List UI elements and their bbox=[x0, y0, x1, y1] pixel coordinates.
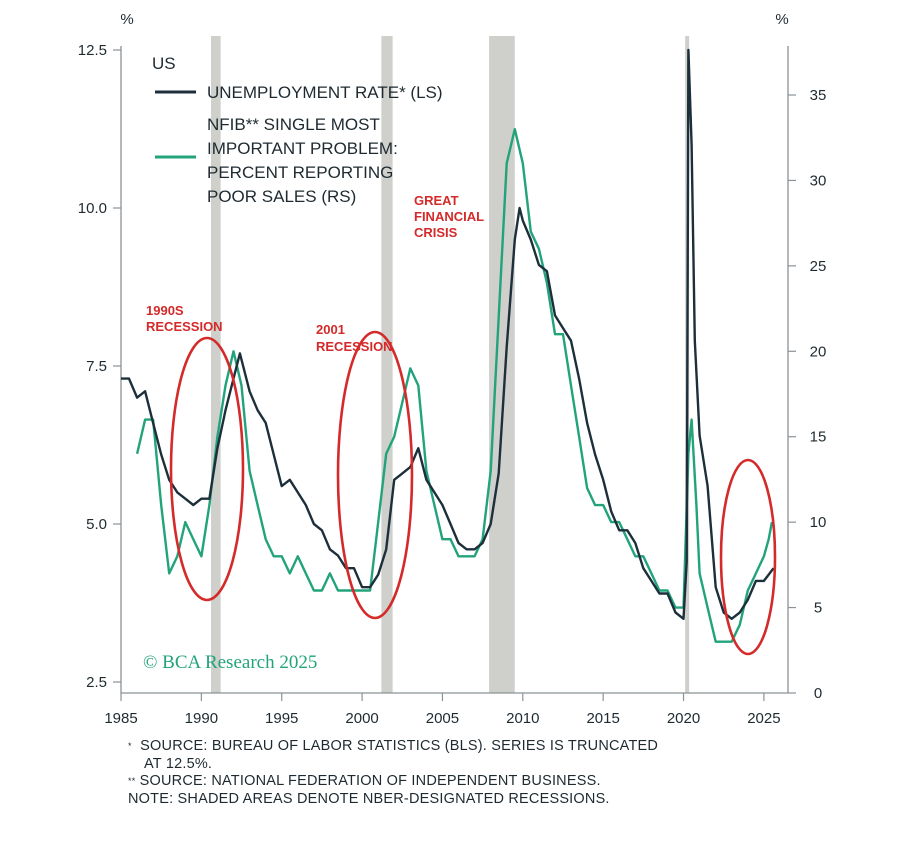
highlight-ellipse-1990s bbox=[169, 336, 245, 602]
x-tick-label-2010: 2010 bbox=[506, 710, 539, 727]
highlight-ellipse-2001 bbox=[336, 330, 414, 620]
y-right-tick-label: 15 bbox=[810, 429, 827, 446]
legend: US UNEMPLOYMENT RATE* (LS) NFIB** SINGLE… bbox=[152, 54, 443, 206]
tick-labels: 1985 1990 1995 2000 2005 2010 2015 2020 20252.55… bbox=[78, 42, 827, 727]
recession-band-2 bbox=[489, 36, 515, 693]
annotation-gfc-line2: FINANCIAL bbox=[414, 209, 484, 224]
footnotes: * SOURCE: BUREAU OF LABOR STATISTICS (BL… bbox=[128, 738, 828, 808]
left-unit-label: % bbox=[120, 11, 133, 28]
x-tick-label-2025: 2025 bbox=[747, 710, 780, 727]
footnote-line3-text: SOURCE: NATIONAL FEDERATION OF INDEPENDE… bbox=[139, 773, 601, 789]
annotation-great-financial-crisis: GREAT FINANCIAL CRISIS bbox=[414, 193, 487, 240]
annotation-2001-line1: 2001 bbox=[316, 322, 345, 337]
legend-label-nfib-line4: POOR SALES (RS) bbox=[207, 187, 356, 206]
axes: % % bbox=[120, 11, 789, 694]
footnote-source-nfib: ** SOURCE: NATIONAL FEDERATION OF INDEPE… bbox=[128, 773, 828, 791]
x-tick-label-2020: 2020 bbox=[667, 710, 700, 727]
annotation-2001-line2: RECESSION bbox=[316, 339, 393, 354]
highlight-ellipse-2025 bbox=[719, 458, 777, 656]
legend-label-unemployment: UNEMPLOYMENT RATE* (LS) bbox=[207, 83, 443, 102]
y-right-tick-label: 10 bbox=[810, 514, 827, 531]
watermark: © BCA Research 2025 bbox=[143, 652, 317, 673]
y-left-tick-label: 10.0 bbox=[78, 200, 107, 217]
series-line-unemployment bbox=[121, 48, 775, 620]
recession-bands bbox=[211, 36, 690, 693]
right-unit-label: % bbox=[775, 11, 788, 28]
annotation-1990s-recession: 1990S RECESSION bbox=[146, 303, 223, 334]
recession-band-1 bbox=[381, 36, 393, 693]
x-tick-label-2000: 2000 bbox=[345, 710, 378, 727]
legend-label-nfib-line2: IMPORTANT PROBLEM: bbox=[207, 139, 398, 158]
y-right-tick-label: 30 bbox=[810, 172, 827, 189]
legend-label-nfib-line1: NFIB** SINGLE MOST bbox=[207, 115, 380, 134]
legend-label-nfib: NFIB** SINGLE MOST IMPORTANT PROBLEM: PE… bbox=[207, 115, 403, 206]
footnote-mark-2: ** bbox=[128, 776, 136, 786]
footnote-source-bls-cont: AT 12.5%. bbox=[144, 755, 213, 772]
x-tick-label-1985: 1985 bbox=[104, 710, 137, 727]
annotation-gfc-line1: GREAT bbox=[414, 193, 459, 208]
legend-label-nfib-line3: PERCENT REPORTING bbox=[207, 163, 393, 182]
y-left-tick-label: 12.5 bbox=[78, 42, 107, 59]
footnote-note-recessions: NOTE: SHADED AREAS DENOTE NBER-DESIGNATE… bbox=[128, 790, 610, 807]
annotation-2001-recession: 2001 RECESSION bbox=[316, 322, 393, 354]
chart: % % 1985 1990 1995 2000 2005 2010 2015 2020 2025… bbox=[78, 11, 827, 727]
y-right-tick-label: 25 bbox=[810, 258, 827, 275]
x-tick-label-2005: 2005 bbox=[426, 710, 459, 727]
recession-band-0 bbox=[211, 36, 221, 693]
footnote-mark-1: * bbox=[128, 741, 132, 751]
footnote-source-bls: * SOURCE: BUREAU OF LABOR STATISTICS (BL… bbox=[128, 738, 828, 756]
y-left-tick-label: 5.0 bbox=[86, 516, 107, 533]
y-right-tick-label: 35 bbox=[810, 87, 827, 104]
y-right-tick-label: 20 bbox=[810, 343, 827, 360]
legend-region-label: US bbox=[152, 54, 176, 73]
series-lines bbox=[121, 48, 775, 643]
annotations: 1990S RECESSION 2001 RECESSION GREAT FIN… bbox=[146, 193, 777, 656]
annotation-gfc-line3: CRISIS bbox=[414, 225, 458, 240]
series-line-nfib-poor-sales bbox=[135, 127, 774, 643]
y-right-tick-label: 0 bbox=[814, 685, 822, 702]
annotation-1990s-line2: RECESSION bbox=[146, 319, 223, 334]
x-tick-label-2015: 2015 bbox=[586, 710, 619, 727]
x-tick-label-1990: 1990 bbox=[185, 710, 218, 727]
y-left-tick-label: 2.5 bbox=[86, 674, 107, 691]
footnote-line1-text: SOURCE: BUREAU OF LABOR STATISTICS (BLS)… bbox=[140, 738, 659, 754]
y-left-tick-label: 7.5 bbox=[86, 358, 107, 375]
y-right-tick-label: 5 bbox=[814, 600, 822, 617]
x-tick-label-1995: 1995 bbox=[265, 710, 298, 727]
annotation-1990s-line1: 1990S bbox=[146, 303, 184, 318]
